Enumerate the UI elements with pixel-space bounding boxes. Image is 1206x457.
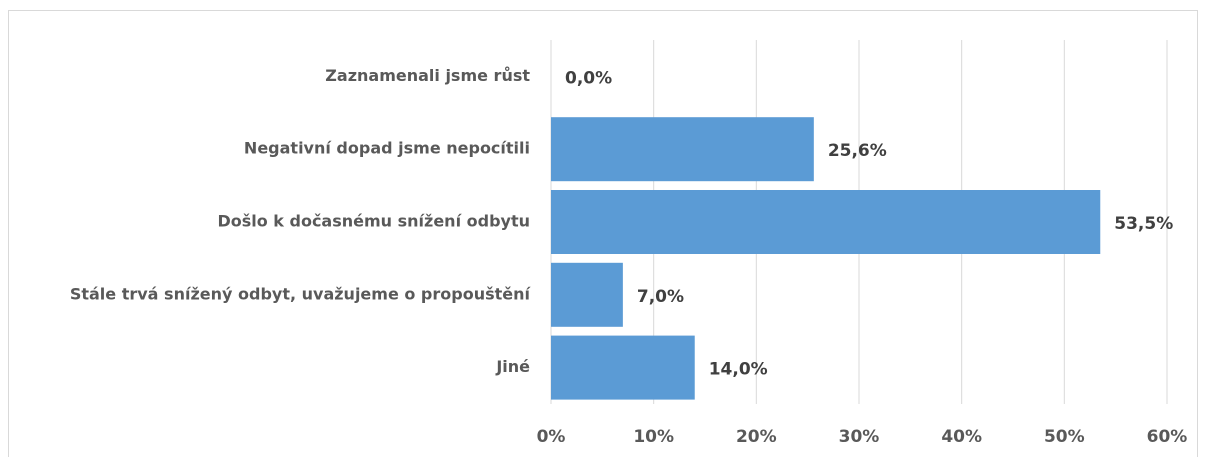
x-tick-label: 30% xyxy=(839,427,880,447)
y-tick-label: Došlo k dočasnému snížení odbytu xyxy=(217,212,530,231)
chart-frame xyxy=(8,10,1198,457)
y-tick-label: Zaznamenali jsme růst xyxy=(325,66,530,85)
y-tick-label: Negativní dopad jsme nepocítili xyxy=(244,139,530,158)
x-tick-label: 50% xyxy=(1044,427,1085,447)
value-label: 25,6% xyxy=(828,141,887,161)
value-label: 53,5% xyxy=(1114,214,1173,234)
y-tick-label: Jiné xyxy=(495,357,530,376)
bar xyxy=(551,190,1101,254)
bar xyxy=(551,117,814,182)
value-label: 14,0% xyxy=(709,360,768,380)
value-label: 0,0% xyxy=(565,68,612,88)
bar xyxy=(551,262,623,327)
x-tick-label: 20% xyxy=(736,427,777,447)
x-tick-label: 0% xyxy=(537,427,566,447)
x-tick-label: 10% xyxy=(633,427,674,447)
value-label: 7,0% xyxy=(637,287,684,307)
x-tick-label: 60% xyxy=(1147,427,1188,447)
bar xyxy=(551,335,695,400)
y-tick-label: Stále trvá snížený odbyt, uvažujeme o pr… xyxy=(70,284,532,303)
x-tick-label: 40% xyxy=(941,427,982,447)
